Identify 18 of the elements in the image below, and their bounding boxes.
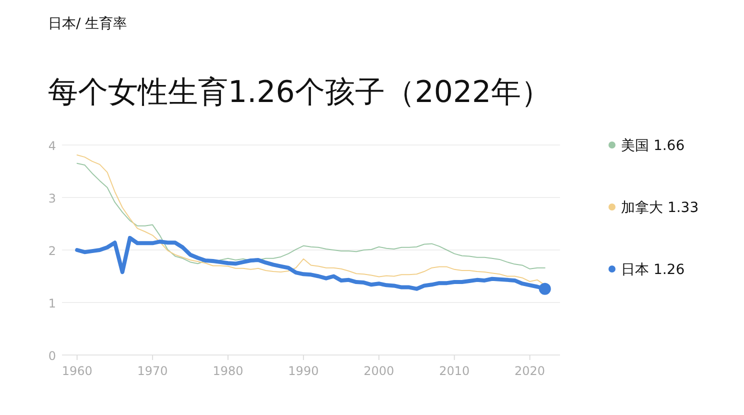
chart-subtitle: 日本/ 生育率	[48, 15, 128, 32]
x-tick-label: 1990	[288, 364, 319, 378]
line-series	[76, 162, 546, 270]
x-tick-label: 1970	[137, 364, 168, 378]
x-tick-label: 2020	[514, 364, 546, 378]
chart-title: 每个女性生育1.26个孩子（2022年）	[48, 75, 552, 110]
x-tick-label: 2000	[364, 364, 394, 378]
legend-label: 日本 1.26	[621, 262, 685, 278]
y-tick-label: 1	[48, 296, 56, 310]
x-tick-label: 1980	[212, 364, 244, 378]
x-tick-label: 2010	[439, 364, 470, 378]
y-tick-label: 2	[48, 244, 56, 258]
y-tick-label: 0	[48, 349, 56, 363]
legend-label: 加拿大 1.33	[621, 200, 699, 216]
y-tick-label: 3	[48, 192, 56, 206]
x-tick-label: 1960	[62, 364, 92, 378]
legend-label: 美国 1.66	[621, 138, 685, 154]
y-tick-label: 4	[48, 139, 56, 153]
